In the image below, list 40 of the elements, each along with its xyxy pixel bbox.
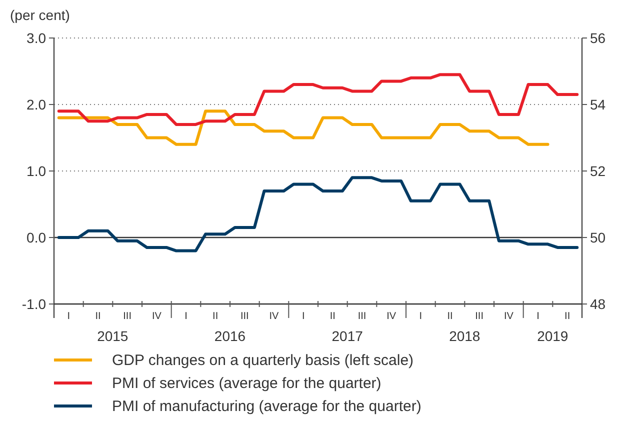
legend-label: PMI of manufacturing (average for the quarter) [112,398,422,415]
x-tick-label: I [536,311,540,322]
legend-label: PMI of services (average for the quarter) [112,375,382,392]
x-tick-label: III [123,311,132,322]
x-tick-label: III [240,311,249,322]
line-series [57,176,579,252]
x-tick-label: IV [269,311,280,322]
text: 2017 [332,328,364,344]
text: 2016 [214,328,246,344]
y2-tick-label: 48 [590,296,606,312]
x-tick-label: I [67,311,70,322]
y-tick-label: -1.0 [22,296,46,312]
y-tick-label: 0.0 [26,229,46,246]
x-tick-label: II [212,311,218,322]
text: 2015 [97,328,128,344]
x-tick-label: I [302,311,305,322]
line-series [57,73,579,126]
y2-tick-label: 50 [590,229,606,246]
text: 2019 [537,328,568,344]
y2-tick-label: 54 [590,96,606,112]
x-tick-label: IV [152,311,162,322]
x-tick-label: I [184,311,188,322]
y-tick-label: 3.0 [26,30,46,46]
text: 2018 [449,328,480,344]
x-tick-label: IV [504,311,514,322]
line-series [57,110,550,146]
x-tick-label: III [358,311,366,322]
y2-tick-label: 56 [590,30,606,46]
y-tick-label: 2.0 [26,96,46,112]
x-tick-label: II [564,311,570,322]
x-tick-label: III [475,311,484,322]
legend-label: GDP changes on a quarterly basis (left scale) [112,352,414,369]
x-tick-label: II [447,311,453,322]
y-axis-title: (per cent) [10,7,70,23]
y2-tick-label: 52 [590,162,606,179]
x-tick-label: I [419,311,422,322]
x-tick-label: II [95,311,101,322]
x-tick-label: II [330,311,336,322]
x-tick-label: IV [386,311,396,322]
y-tick-label: 1.0 [26,162,46,179]
